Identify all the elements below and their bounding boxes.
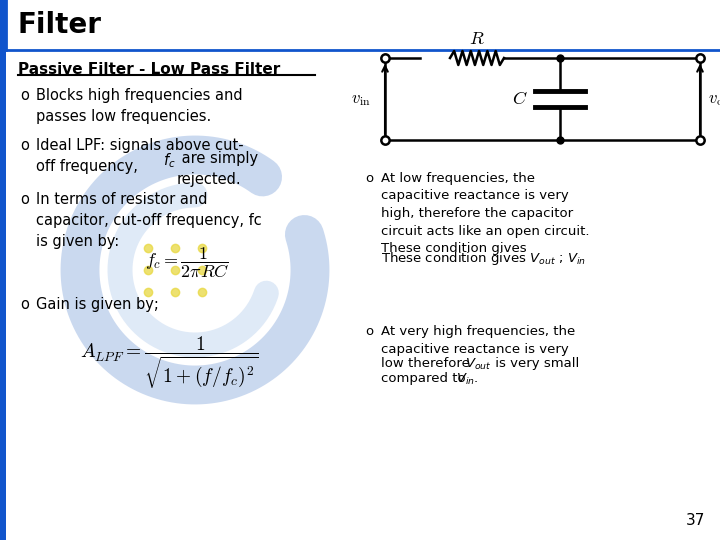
Text: are simply
rejected.: are simply rejected.: [177, 151, 258, 187]
Text: At very high frequencies, the
capacitive reactance is very: At very high frequencies, the capacitive…: [381, 325, 575, 355]
Text: At low frequencies, the
capacitive reactance is very
high, therefore the capacit: At low frequencies, the capacitive react…: [381, 172, 590, 255]
Bar: [0, 0, 6, 540]
Text: is very small: is very small: [491, 357, 580, 370]
Text: Filter: Filter: [18, 11, 102, 39]
Text: o: o: [20, 88, 29, 103]
Text: $\mathit{A}_{LPF} = \dfrac{1}{\sqrt{1+(f/f_c)^2}}$: $\mathit{A}_{LPF} = \dfrac{1}{\sqrt{1+(f…: [80, 335, 258, 392]
Text: $v_{\rm in}$: $v_{\rm in}$: [351, 90, 371, 108]
Text: o: o: [20, 138, 29, 153]
Bar: [6, 0, 720, 50]
Text: Blocks high frequencies and
passes low frequencies.: Blocks high frequencies and passes low f…: [36, 88, 243, 124]
Text: o: o: [365, 172, 373, 185]
Text: These condition gives $V_{out}$ ; $V_{in}$: These condition gives $V_{out}$ ; $V_{in…: [381, 250, 586, 267]
Text: .: .: [474, 372, 478, 385]
Text: $\mathit{V}_{in}$: $\mathit{V}_{in}$: [456, 372, 475, 387]
Text: o: o: [365, 325, 373, 338]
Text: In terms of resistor and
capacitor, cut-off frequency, fc
is given by:: In terms of resistor and capacitor, cut-…: [36, 192, 262, 249]
Text: $C$: $C$: [513, 90, 528, 108]
Text: low therefore: low therefore: [381, 357, 474, 370]
Text: $R$: $R$: [469, 30, 485, 48]
Text: o: o: [20, 192, 29, 207]
Text: o: o: [20, 297, 29, 312]
Text: $f_c$: $f_c$: [163, 151, 176, 170]
Text: $f_c = \dfrac{1}{2\pi RC}$: $f_c = \dfrac{1}{2\pi RC}$: [145, 245, 230, 279]
Text: $\mathit{V}_{out}$: $\mathit{V}_{out}$: [465, 357, 492, 372]
Text: Gain is given by;: Gain is given by;: [36, 297, 159, 312]
Text: compared to: compared to: [381, 372, 470, 385]
Text: $v_{\rm out}$: $v_{\rm out}$: [708, 90, 720, 108]
Text: 37: 37: [685, 513, 705, 528]
Text: Passive Filter - Low Pass Filter: Passive Filter - Low Pass Filter: [18, 62, 280, 77]
Text: Ideal LPF: signals above cut-
off frequency,: Ideal LPF: signals above cut- off freque…: [36, 138, 243, 174]
